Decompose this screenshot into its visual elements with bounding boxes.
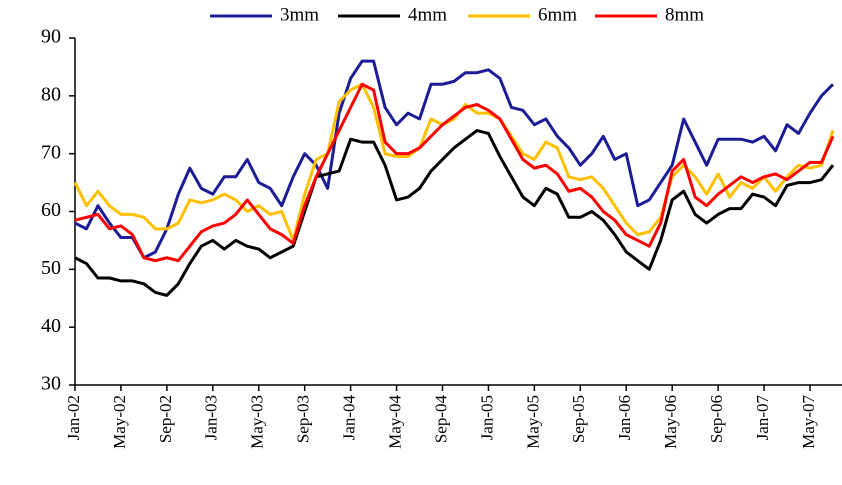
- series-line: [74, 59, 835, 260]
- x-tick-label: May-04: [385, 395, 404, 449]
- legend-label: 6mm: [538, 4, 577, 25]
- x-tick-label: Sep-03: [294, 395, 313, 443]
- y-tick-label: 70: [41, 141, 61, 163]
- x-tick-label: Jan-02: [64, 395, 83, 440]
- x-tick-label: May-06: [661, 395, 680, 449]
- legend-label: 3mm: [280, 4, 319, 25]
- series-line: [74, 82, 835, 263]
- x-tick-label: Sep-02: [156, 395, 175, 443]
- x-tick-label: Sep-04: [431, 395, 450, 444]
- x-tick-label: May-03: [248, 395, 267, 449]
- legend-label: 8mm: [665, 4, 704, 25]
- x-tick-label: Jan-06: [615, 395, 634, 440]
- y-tick-label: 90: [41, 26, 61, 48]
- x-tick-label: May-07: [799, 395, 818, 449]
- x-tick-label: Jan-03: [202, 395, 221, 440]
- series-line: [73, 82, 835, 242]
- x-tick-label: Jan-04: [340, 395, 359, 441]
- y-tick-label: 60: [41, 199, 61, 221]
- y-tick-label: 80: [41, 83, 61, 105]
- x-tick-label: May-02: [110, 395, 129, 449]
- y-tick-label: 40: [41, 315, 61, 337]
- x-tick-label: Sep-05: [569, 395, 588, 443]
- x-tick-label: Sep-06: [707, 395, 726, 443]
- x-tick-label: May-05: [523, 395, 542, 449]
- legend-label: 4mm: [408, 4, 447, 25]
- y-tick-label: 30: [41, 373, 61, 395]
- y-tick-label: 50: [41, 257, 61, 279]
- x-tick-label: Jan-05: [477, 395, 496, 440]
- x-tick-label: Jan-07: [753, 395, 772, 441]
- series-line: [74, 129, 835, 297]
